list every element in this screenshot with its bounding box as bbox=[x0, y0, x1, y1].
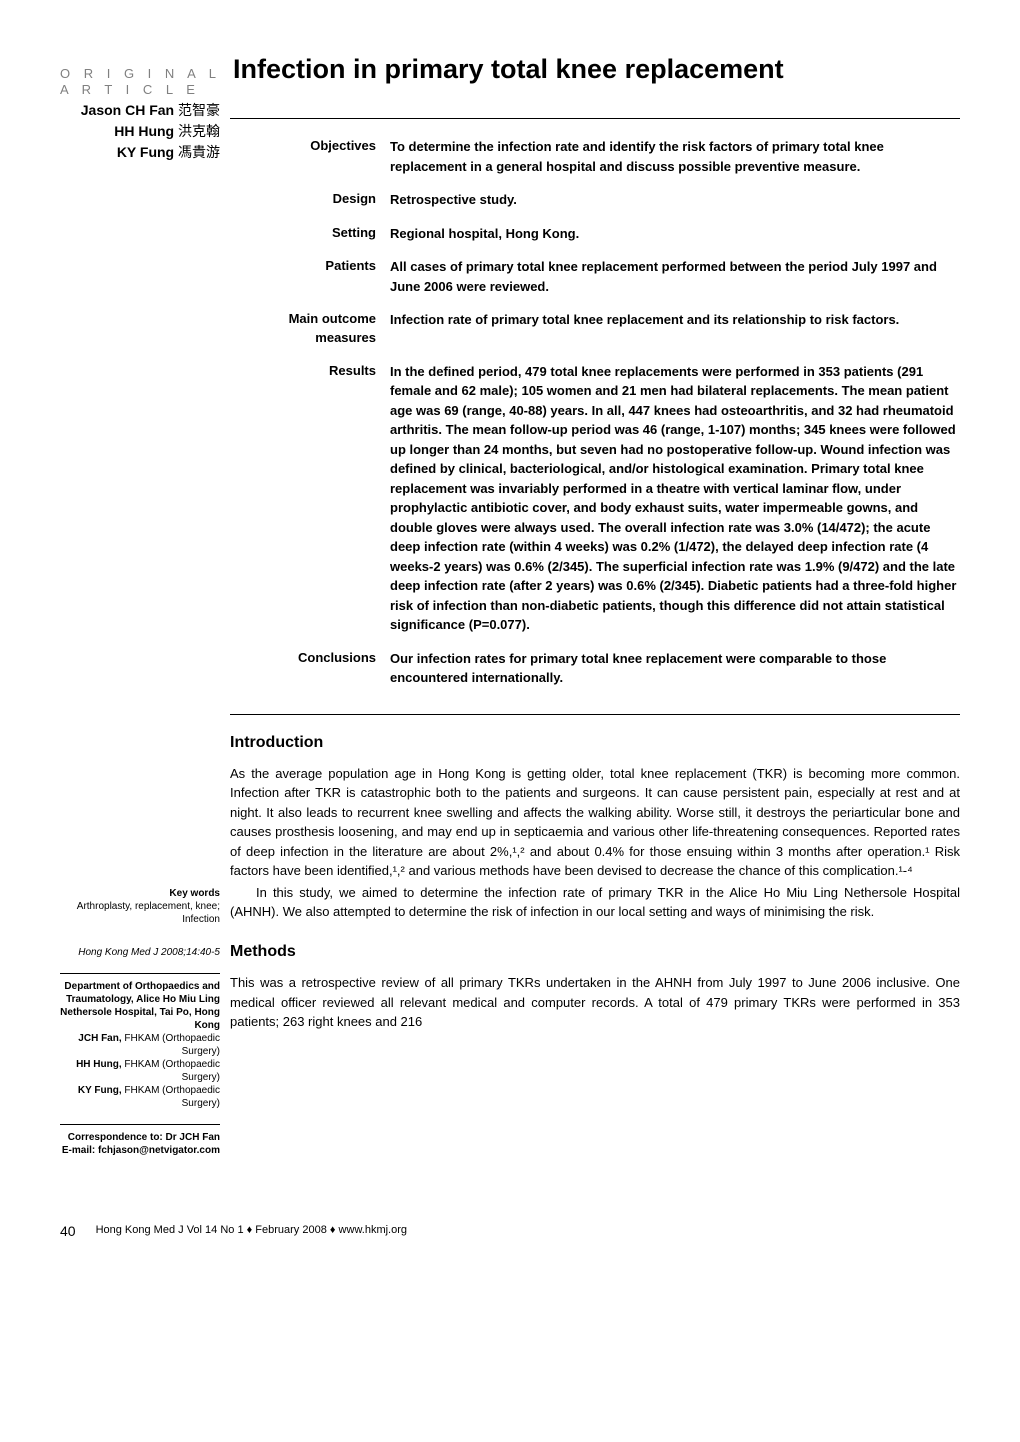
keywords-text: Arthroplasty, replacement, knee; Infecti… bbox=[60, 900, 220, 926]
affiliation-dept: Department of Orthopaedics and Traumatol… bbox=[60, 980, 220, 1032]
footer-text: Hong Kong Med J Vol 14 No 1 ♦ February 2… bbox=[96, 1223, 407, 1239]
page-footer: 40 Hong Kong Med J Vol 14 No 1 ♦ Februar… bbox=[60, 1221, 960, 1241]
abstract-label: Setting bbox=[230, 224, 390, 244]
sidebar: Key words Arthroplasty, replacement, kne… bbox=[60, 881, 220, 1157]
abstract-row: Results In the defined period, 479 total… bbox=[230, 362, 960, 635]
abstract-label: Objectives bbox=[230, 137, 390, 176]
overline-2: A R T I C L E bbox=[60, 82, 221, 98]
methods-para: This was a retrospective review of all p… bbox=[230, 973, 960, 1032]
abstract-content: In the defined period, 479 total knee re… bbox=[390, 362, 960, 635]
abstract-label: Design bbox=[230, 190, 390, 210]
author-en: KY Fung bbox=[117, 144, 174, 160]
affil-cred: FHKAM (Orthopaedic Surgery) bbox=[124, 1085, 220, 1109]
affiliation-block: Department of Orthopaedics and Traumatol… bbox=[60, 973, 220, 1110]
correspondence-block: Correspondence to: Dr JCH Fan E-mail: fc… bbox=[60, 1124, 220, 1157]
citation-text: Hong Kong Med J 2008;14:40-5 bbox=[60, 946, 220, 959]
structured-abstract: Objectives To determine the infection ra… bbox=[230, 137, 960, 688]
page-number: 40 bbox=[60, 1221, 76, 1241]
abstract-content: Regional hospital, Hong Kong. bbox=[390, 224, 579, 244]
abstract-row: Main outcome measures Infection rate of … bbox=[230, 310, 960, 348]
page-header: O R I G I N A L A R T I C L E Infection … bbox=[60, 50, 960, 97]
affil-cred: FHKAM (Orthopaedic Surgery) bbox=[124, 1059, 220, 1083]
abstract-content: All cases of primary total knee replacem… bbox=[390, 257, 960, 296]
abstract-label: Patients bbox=[230, 257, 390, 296]
abstract-row: Objectives To determine the infection ra… bbox=[230, 137, 960, 176]
overline-1: O R I G I N A L bbox=[60, 66, 221, 82]
affil-name: JCH Fan, bbox=[78, 1033, 121, 1044]
author-en: HH Hung bbox=[114, 123, 174, 139]
citation-block: Hong Kong Med J 2008;14:40-5 bbox=[60, 940, 220, 959]
introduction-para: As the average population age in Hong Ko… bbox=[230, 764, 960, 881]
keywords-label: Key words bbox=[60, 887, 220, 900]
author-zh: 馮貴游 bbox=[178, 144, 220, 160]
abstract-label: Main outcome measures bbox=[230, 310, 390, 348]
correspondence-label: Correspondence to: Dr JCH Fan bbox=[60, 1131, 220, 1144]
correspondence-email: E-mail: fchjason@netvigator.com bbox=[60, 1144, 220, 1157]
methods-section: Methods This was a retrospective review … bbox=[230, 940, 960, 1032]
keywords-block: Key words Arthroplasty, replacement, kne… bbox=[60, 881, 220, 926]
introduction-title: Introduction bbox=[230, 731, 960, 754]
affil-name: KY Fung, bbox=[78, 1085, 122, 1096]
methods-title: Methods bbox=[230, 940, 960, 963]
abstract-row: Setting Regional hospital, Hong Kong. bbox=[230, 224, 960, 244]
author-zh: 洪克翰 bbox=[178, 123, 220, 139]
abstract-content: Infection rate of primary total knee rep… bbox=[390, 310, 899, 348]
abstract-row: Patients All cases of primary total knee… bbox=[230, 257, 960, 296]
introduction-section: Introduction As the average population a… bbox=[230, 731, 960, 922]
author-block: Jason CH Fan 范智豪 HH Hung 洪克翰 KY Fung 馮貴游 bbox=[60, 100, 220, 163]
abstract-content: Our infection rates for primary total kn… bbox=[390, 649, 960, 688]
abstract-row: Design Retrospective study. bbox=[230, 190, 960, 210]
abstract-content: Retrospective study. bbox=[390, 190, 517, 210]
abstract-row: Conclusions Our infection rates for prim… bbox=[230, 649, 960, 688]
affil-name: HH Hung, bbox=[76, 1059, 122, 1070]
author-zh: 范智豪 bbox=[178, 102, 220, 118]
abstract-content: To determine the infection rate and iden… bbox=[390, 137, 960, 176]
introduction-para: In this study, we aimed to determine the… bbox=[230, 883, 960, 922]
abstract-label: Results bbox=[230, 362, 390, 635]
article-title: Infection in primary total knee replacem… bbox=[233, 50, 784, 89]
affil-cred: FHKAM (Orthopaedic Surgery) bbox=[124, 1033, 220, 1057]
abstract-label: Conclusions bbox=[230, 649, 390, 688]
author-en: Jason CH Fan bbox=[81, 102, 174, 118]
